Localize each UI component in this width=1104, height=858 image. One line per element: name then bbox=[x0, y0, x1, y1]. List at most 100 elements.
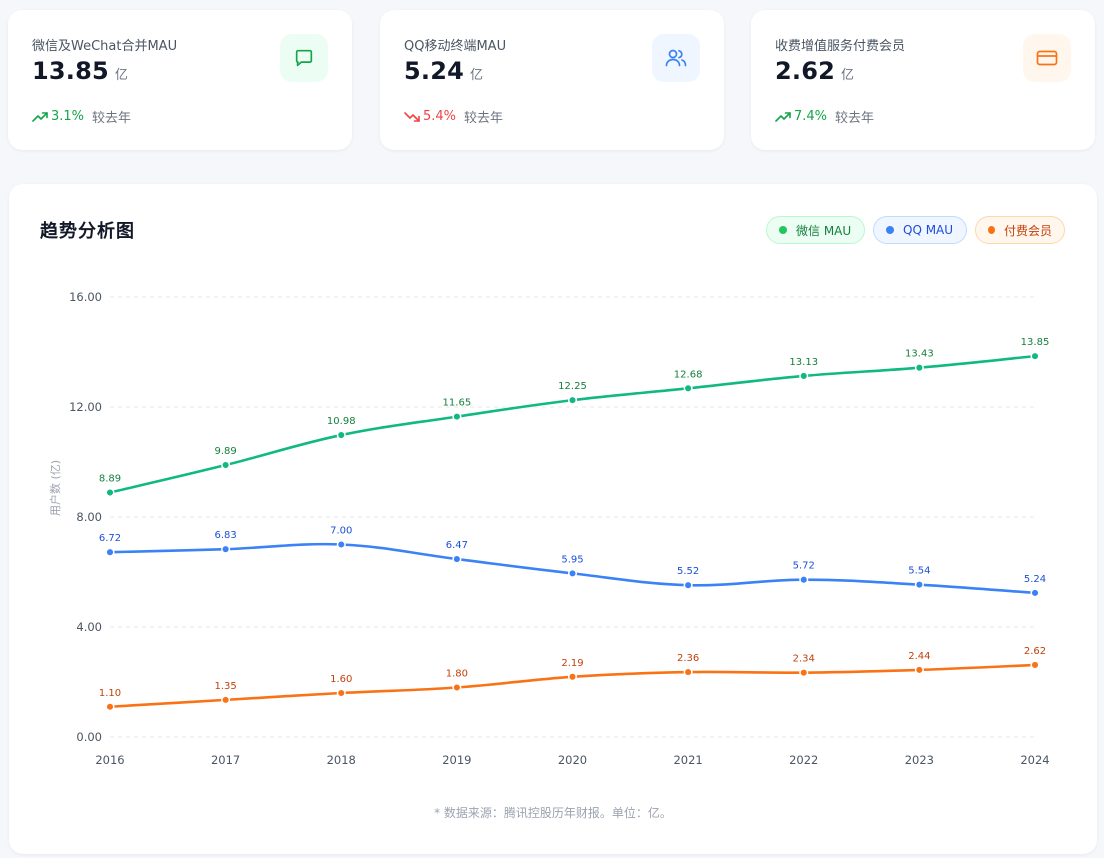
data-point[interactable] bbox=[683, 383, 693, 393]
x-tick-label: 2024 bbox=[1020, 753, 1049, 767]
stat-label: 微信及WeChat合并MAU bbox=[32, 39, 178, 54]
data-label: 6.83 bbox=[214, 530, 236, 541]
y-tick-label: 0.00 bbox=[76, 730, 102, 744]
data-point[interactable] bbox=[914, 665, 924, 675]
legend-dot bbox=[988, 226, 995, 234]
x-tick-label: 2021 bbox=[673, 753, 702, 767]
legend-label: 微信 MAU bbox=[796, 223, 852, 238]
data-point[interactable] bbox=[452, 554, 462, 564]
data-label: 1.10 bbox=[99, 688, 121, 699]
data-point[interactable] bbox=[567, 568, 578, 578]
data-point[interactable] bbox=[1030, 660, 1040, 670]
y-tick-label: 12.00 bbox=[69, 400, 102, 414]
data-label: 10.98 bbox=[327, 416, 356, 427]
grid-layer bbox=[110, 296, 1035, 738]
data-label: 5.72 bbox=[793, 561, 815, 572]
data-point[interactable] bbox=[1030, 588, 1040, 598]
data-point[interactable] bbox=[452, 682, 462, 693]
y-tick-label: 8.00 bbox=[76, 510, 102, 524]
stat-change-compare: 较去年 bbox=[464, 111, 504, 126]
x-tick-label: 2020 bbox=[558, 753, 587, 767]
data-label: 2.62 bbox=[1024, 646, 1046, 657]
stat-card-wechat: 微信及WeChat合并MAU 13.85 亿 3.1% 较去年 bbox=[8, 10, 352, 150]
stat-unit: 亿 bbox=[114, 68, 128, 83]
data-label: 13.43 bbox=[905, 349, 934, 360]
users-icon bbox=[665, 49, 687, 67]
chart-footnote: * 数据来源：腾讯控股历年财报。单位：亿。 bbox=[434, 806, 672, 820]
data-label: 2.44 bbox=[908, 651, 930, 662]
data-label: 12.25 bbox=[558, 381, 587, 392]
stat-icon-box bbox=[280, 34, 328, 82]
legend-label: QQ MAU bbox=[903, 223, 954, 237]
x-tick-label: 2019 bbox=[442, 753, 471, 767]
data-point[interactable] bbox=[799, 575, 809, 585]
legend-dot bbox=[779, 226, 787, 234]
data-label: 1.80 bbox=[446, 669, 468, 680]
stat-label: QQ移动终端MAU bbox=[404, 39, 507, 54]
data-point[interactable] bbox=[105, 547, 115, 557]
data-label: 8.89 bbox=[99, 474, 121, 485]
stat-unit: 亿 bbox=[470, 68, 484, 83]
data-label: 12.68 bbox=[674, 369, 703, 380]
stat-value-row: 13.85 亿 bbox=[32, 57, 128, 85]
data-point[interactable] bbox=[221, 460, 231, 470]
data-point[interactable] bbox=[914, 363, 924, 373]
data-label: 11.65 bbox=[443, 398, 472, 409]
data-label: 13.13 bbox=[789, 357, 818, 368]
trend-up-icon bbox=[775, 111, 791, 122]
y-tick-label: 16.00 bbox=[69, 290, 102, 304]
series-line bbox=[108, 354, 1037, 494]
stat-change-compare: 较去年 bbox=[92, 111, 132, 126]
stat-change: 7.4% 较去年 bbox=[775, 107, 874, 126]
trend-down-icon bbox=[404, 111, 420, 122]
legend-item-paid[interactable]: 付费会员 bbox=[975, 216, 1065, 244]
line-chart: 0.00 4.00 8.00 12.00 16.00 2016 2017 2018 2019 20… bbox=[48, 290, 1050, 767]
data-label: 5.95 bbox=[561, 554, 583, 565]
stat-unit: 亿 bbox=[841, 68, 855, 83]
data-point[interactable] bbox=[567, 672, 578, 682]
data-point[interactable] bbox=[799, 371, 809, 381]
stat-card-qq: QQ移动终端MAU 5.24 亿 5.4% 较去年 bbox=[380, 10, 724, 150]
chart-panel: 趋势分析图 微信 MAU QQ MAU 付费会员 0.00 4.00 8.00 12.… bbox=[9, 184, 1097, 854]
data-point[interactable] bbox=[336, 430, 346, 440]
data-label: 1.35 bbox=[214, 681, 236, 692]
data-label: 2.19 bbox=[561, 658, 583, 669]
credit-card-icon bbox=[1036, 50, 1058, 66]
data-point[interactable] bbox=[336, 539, 346, 550]
series-line bbox=[108, 663, 1037, 709]
series-line bbox=[108, 542, 1037, 595]
legend-item-wechat[interactable]: 微信 MAU bbox=[766, 216, 865, 244]
data-label: 6.72 bbox=[99, 533, 121, 544]
stat-change-compare: 较去年 bbox=[835, 111, 875, 126]
x-tick-label: 2016 bbox=[95, 753, 124, 767]
data-point[interactable] bbox=[799, 668, 809, 678]
data-point[interactable] bbox=[452, 412, 462, 422]
data-point[interactable] bbox=[105, 702, 115, 712]
legend-dot bbox=[886, 226, 894, 234]
data-label: 5.52 bbox=[677, 566, 699, 577]
data-point[interactable] bbox=[683, 667, 693, 677]
data-point[interactable] bbox=[567, 395, 578, 405]
data-label: 1.60 bbox=[330, 674, 352, 685]
stat-change-value: 5.4% bbox=[423, 109, 457, 124]
data-point[interactable] bbox=[221, 544, 231, 554]
x-tick-label: 2023 bbox=[905, 753, 934, 767]
data-label: 7.00 bbox=[330, 526, 352, 537]
data-point[interactable] bbox=[1030, 351, 1040, 361]
x-tick-label: 2018 bbox=[327, 753, 356, 767]
stat-value-row: 5.24 亿 bbox=[404, 57, 483, 85]
legend-item-qq[interactable]: QQ MAU bbox=[873, 216, 967, 244]
data-label: 2.36 bbox=[677, 653, 699, 664]
x-tick-label: 2017 bbox=[211, 753, 240, 767]
y-tick-label: 4.00 bbox=[76, 620, 102, 634]
data-point[interactable] bbox=[221, 695, 231, 705]
stat-change: 3.1% 较去年 bbox=[32, 107, 131, 126]
data-point[interactable] bbox=[336, 688, 346, 698]
trend-up-icon bbox=[32, 111, 48, 122]
data-point[interactable] bbox=[683, 580, 693, 590]
data-point[interactable] bbox=[914, 580, 924, 590]
data-point[interactable] bbox=[105, 487, 115, 498]
stat-change: 5.4% 较去年 bbox=[404, 107, 503, 126]
data-label: 5.24 bbox=[1024, 574, 1046, 585]
data-label: 2.34 bbox=[793, 654, 815, 665]
